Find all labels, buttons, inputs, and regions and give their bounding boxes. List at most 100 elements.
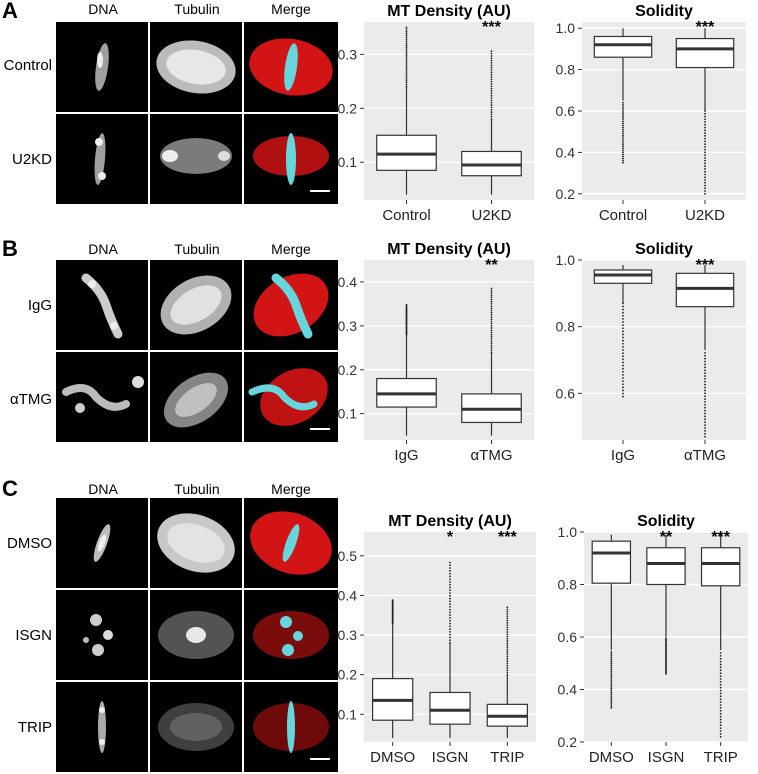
chart-b-0-outlier bbox=[490, 333, 493, 336]
chart-a-0-outlier bbox=[490, 62, 493, 64]
chart-a-0-outlier bbox=[490, 106, 493, 109]
chart-c-1-outlier bbox=[719, 715, 722, 718]
chart-c-1-outlier bbox=[719, 709, 722, 712]
chart-c-1-significance: *** bbox=[711, 529, 730, 546]
chart-b-1-outlier bbox=[622, 317, 624, 320]
chart-a-0-outlier bbox=[405, 85, 408, 88]
chart-b-0-outlier bbox=[490, 316, 493, 318]
chart-b-1-outlier bbox=[622, 339, 624, 342]
chart-c-1-outlier bbox=[719, 663, 722, 666]
chart-c-0-outlier bbox=[506, 619, 509, 622]
chart-a-1-outlier bbox=[622, 108, 624, 110]
chart-c-0-outlier bbox=[506, 669, 509, 672]
chart-b-1-outlier bbox=[622, 333, 624, 336]
chart-a-0-outlier bbox=[490, 83, 493, 85]
chart-a-0-outlier bbox=[405, 42, 408, 45]
chart-b-0-outlier bbox=[490, 351, 493, 354]
chart-c-1-outlier bbox=[610, 668, 613, 671]
chart-a-1-outlier bbox=[622, 143, 624, 146]
chart-c-0-outlier bbox=[449, 639, 451, 642]
chart-a-0-outlier bbox=[490, 73, 493, 76]
chart-b-1-outlier bbox=[704, 351, 706, 354]
chart-b-1-outlier bbox=[704, 380, 706, 383]
chart-c-1-outlier bbox=[719, 669, 722, 672]
chart-b-0-outlier bbox=[490, 307, 493, 310]
chart-c-0-outlier bbox=[449, 586, 451, 589]
chart-b-0-ytick-label: 0.1 bbox=[338, 406, 358, 422]
chart-c-0-outlier bbox=[506, 637, 509, 640]
chart-b-0-outlier bbox=[490, 346, 493, 349]
chart-b-0-outlier bbox=[405, 304, 408, 306]
chart-a-0-outlier bbox=[405, 81, 408, 84]
col-header-tubulin-c: Tubulin bbox=[174, 481, 220, 497]
chart-c-0-outlier bbox=[449, 594, 451, 597]
chart-c-1-outlier bbox=[719, 675, 722, 678]
micrograph-b-atmg-merge bbox=[244, 352, 338, 442]
chart-c-0-outlier bbox=[449, 633, 451, 636]
chart-a-0-xtick-label: U2KD bbox=[471, 207, 511, 224]
chart-c-1-ytick-label: 0.8 bbox=[558, 577, 578, 593]
chart-a-0-outlier bbox=[490, 92, 493, 95]
chart-a-1-outlier bbox=[622, 137, 624, 139]
chart-c-0-outlier bbox=[506, 642, 509, 645]
chart-a-1-outlier bbox=[622, 101, 624, 104]
chart-a-1-ytick-label: 1.0 bbox=[556, 20, 576, 36]
chart-a-0-ytick-label: 0.1 bbox=[338, 154, 358, 170]
chart-c-0-outlier bbox=[449, 611, 451, 614]
micrograph-a-u2kd-tubulin bbox=[150, 114, 242, 204]
micrograph-b-igg-merge bbox=[244, 260, 338, 350]
chart-a-0-outlier bbox=[490, 85, 493, 88]
chart-b-0-outlier bbox=[490, 305, 493, 307]
chart-b-1-outlier bbox=[622, 358, 624, 361]
chart-b-1-outlier bbox=[704, 372, 706, 375]
chart-a-0-outlier bbox=[405, 77, 408, 80]
chart-c-1-outlier bbox=[610, 701, 613, 703]
micrograph-c-trip-dna bbox=[56, 682, 148, 772]
chart-c-0-outlier bbox=[506, 658, 509, 660]
chart-a-1-outlier bbox=[704, 165, 706, 168]
chart-c-0-outlier bbox=[506, 653, 509, 656]
chart-c-0-outlier bbox=[506, 606, 509, 609]
chart-a-0-outlier bbox=[490, 80, 493, 83]
chart-c-1-title: Solidity bbox=[637, 513, 695, 530]
chart-c-1-xtick-label: TRIP bbox=[704, 749, 738, 766]
chart-a-1-outlier bbox=[622, 155, 624, 158]
chart-a-0-outlier bbox=[490, 118, 493, 120]
chart-c-1-outlier bbox=[719, 652, 722, 654]
chart-c-0-xtick-label: TRIP bbox=[490, 749, 524, 766]
chart-b-1-outlier bbox=[704, 418, 706, 421]
chart-a-0-xtick-label: Control bbox=[382, 207, 430, 224]
chart-a-0-outlier bbox=[490, 101, 493, 104]
chart-c-0-outlier bbox=[506, 649, 509, 651]
chart-c-1-outlier bbox=[610, 687, 613, 690]
chart-b-1-outlier bbox=[704, 409, 706, 412]
chart-a-0-outlier bbox=[490, 71, 493, 74]
chart-b-1-outlier bbox=[622, 305, 624, 308]
chart-b-1-outlier bbox=[704, 383, 706, 386]
chart-b-1-outlier bbox=[622, 308, 624, 311]
chart-b-0-outlier bbox=[490, 300, 493, 303]
chart-b-1-outlier bbox=[622, 364, 624, 367]
chart-b-0-outlier bbox=[490, 331, 493, 334]
chart-a-0-outlier bbox=[405, 66, 408, 68]
chart-a-0-outlier bbox=[405, 56, 408, 58]
micrograph-c-isgn-tubulin bbox=[150, 590, 242, 680]
chart-c-1-outlier bbox=[719, 704, 722, 706]
chart-c-1-outlier bbox=[610, 662, 613, 665]
chart-b-1-ytick-label: 0.6 bbox=[556, 385, 576, 401]
chart-a-1-outlier bbox=[622, 114, 624, 117]
chart-b-1-outlier bbox=[704, 398, 706, 401]
chart-b-1-outlier bbox=[622, 377, 624, 379]
row-label-dmso: DMSO bbox=[7, 535, 52, 552]
chart-a-0-outlier bbox=[405, 79, 408, 82]
chart-c-0-ytick-label: 0.4 bbox=[338, 587, 358, 603]
chart-a-1-outlier bbox=[704, 176, 706, 179]
chart-c-1-outlier bbox=[610, 693, 613, 696]
micrograph-a-u2kd-merge bbox=[244, 114, 338, 204]
chart-c-1-outlier bbox=[610, 705, 613, 707]
chart-c-1-outlier bbox=[719, 655, 722, 657]
chart-b-1-outlier bbox=[704, 401, 706, 403]
chart-b-0-ytick-label: 0.4 bbox=[338, 274, 358, 290]
chart-b-1-outlier bbox=[622, 349, 624, 351]
chart-b-0-outlier bbox=[490, 340, 493, 343]
